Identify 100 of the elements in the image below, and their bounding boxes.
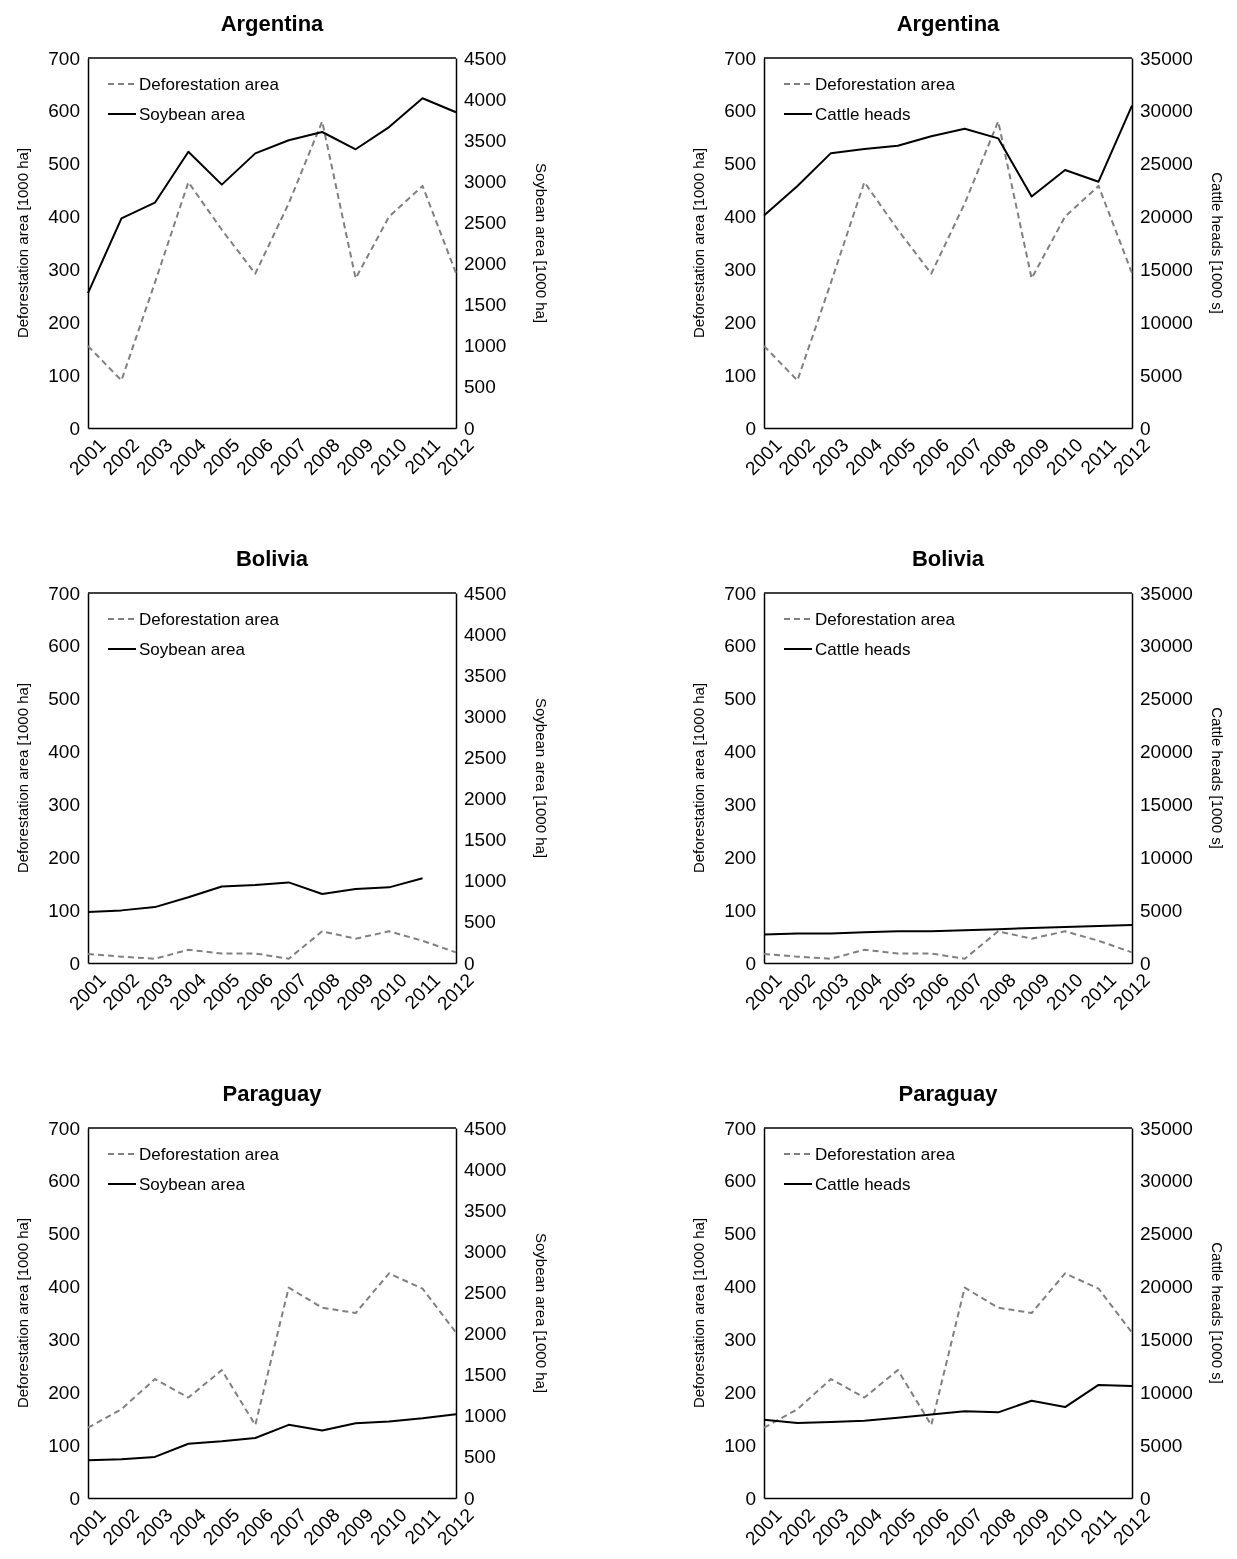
y-tick-label: 300: [724, 794, 756, 816]
y-tick-label: 0: [745, 417, 756, 439]
chart-title: Bolivia: [911, 546, 985, 571]
legend-label: Cattle heads: [815, 639, 911, 659]
y-tick-label: 500: [48, 153, 80, 175]
y-tick-label: 700: [724, 47, 756, 69]
y2-tick-label: 1500: [464, 294, 507, 316]
y-tick-label: 0: [69, 952, 80, 974]
y2-tick-label: 1000: [464, 335, 507, 357]
y-tick-label: 100: [724, 1434, 756, 1456]
y2-tick-label: 3500: [464, 129, 507, 151]
y-tick-label: 100: [48, 899, 80, 921]
y2-tick-label: 1500: [464, 1364, 507, 1386]
y2-tick-label: 30000: [1140, 635, 1193, 657]
line-series: [763, 1272, 1133, 1429]
y2-tick-label: 1500: [464, 829, 507, 851]
y2-tick-label: 10000: [1140, 846, 1193, 868]
legend-label: Deforestation area: [815, 609, 956, 629]
y2-tick-label: 2500: [464, 1282, 507, 1304]
y2-axis-title: Soybean area [1000 ha]: [533, 697, 550, 859]
chart-title: Argentina: [896, 11, 1001, 36]
y2-axis-title: Soybean area [1000 ha]: [533, 162, 550, 324]
y-tick-label: 400: [48, 206, 80, 228]
y-tick-label: 600: [48, 100, 80, 122]
y-tick-label: 300: [724, 1329, 756, 1351]
legend-label: Cattle heads: [815, 104, 911, 124]
y2-tick-label: 5000: [1140, 364, 1183, 386]
y-tick-label: 400: [724, 1276, 756, 1298]
y2-tick-label: 500: [464, 1446, 496, 1468]
legend-label: Deforestation area: [139, 609, 280, 629]
legend-label: Soybean area: [139, 639, 246, 659]
y2-tick-label: 4000: [464, 88, 507, 110]
chart-title: Paraguay: [222, 1081, 323, 1106]
y2-tick-label: 500: [464, 911, 496, 933]
y2-tick-label: 4500: [464, 47, 507, 69]
y-tick-label: 300: [48, 1329, 80, 1351]
y-tick-label: 200: [724, 1381, 756, 1403]
y2-tick-label: 10000: [1140, 1381, 1193, 1403]
y-tick-label: 500: [724, 688, 756, 710]
y-tick-label: 500: [724, 1223, 756, 1245]
y-tick-label: 0: [745, 1487, 756, 1509]
y-tick-label: 700: [724, 1117, 756, 1139]
y2-axis-title: Cattle heads [1000 s]: [1209, 707, 1226, 849]
y-tick-label: 200: [724, 311, 756, 333]
line-series: [763, 930, 1133, 960]
y-tick-label: 300: [48, 794, 80, 816]
y2-tick-label: 4500: [464, 582, 507, 604]
y-tick-label: 500: [48, 1223, 80, 1245]
y-tick-label: 600: [724, 635, 756, 657]
y-tick-label: 600: [48, 635, 80, 657]
y2-tick-label: 3500: [464, 664, 507, 686]
y-tick-label: 100: [724, 899, 756, 921]
legend-label: Deforestation area: [139, 1144, 280, 1164]
y-axis-title: Deforestation area [1000 ha]: [14, 1217, 31, 1409]
y2-tick-label: 25000: [1140, 688, 1193, 710]
y-axis-title: Deforestation area [1000 ha]: [14, 682, 31, 874]
y-tick-label: 600: [724, 100, 756, 122]
y-tick-label: 100: [48, 1434, 80, 1456]
y-tick-label: 700: [48, 47, 80, 69]
chart-title: Argentina: [220, 11, 325, 36]
y2-tick-label: 0: [1140, 1487, 1151, 1509]
y-tick-label: 300: [724, 259, 756, 281]
y-tick-label: 500: [724, 153, 756, 175]
y2-tick-label: 20000: [1140, 1276, 1193, 1298]
chart-title: Bolivia: [235, 546, 309, 571]
y2-tick-label: 35000: [1140, 582, 1193, 604]
y-tick-label: 600: [724, 1170, 756, 1192]
y-tick-label: 700: [48, 582, 80, 604]
y2-tick-label: 1000: [464, 870, 507, 892]
y2-tick-label: 0: [1140, 952, 1151, 974]
y-tick-label: 400: [724, 741, 756, 763]
y2-axis-title: Soybean area [1000 ha]: [533, 1232, 550, 1394]
y2-tick-label: 20000: [1140, 206, 1193, 228]
legend-label: Deforestation area: [815, 1144, 956, 1164]
y-tick-label: 400: [48, 741, 80, 763]
y2-tick-label: 15000: [1140, 794, 1193, 816]
y2-tick-label: 500: [464, 376, 496, 398]
y-tick-label: 0: [69, 417, 80, 439]
legend-label: Deforestation area: [139, 74, 280, 94]
y2-tick-label: 2500: [464, 212, 507, 234]
y-tick-label: 100: [724, 364, 756, 386]
y-tick-label: 200: [724, 846, 756, 868]
y2-axis-title: Cattle heads [1000 s]: [1209, 172, 1226, 314]
line-series: [763, 120, 1133, 382]
y-tick-label: 200: [48, 1381, 80, 1403]
y-axis-title: Deforestation area [1000 ha]: [690, 682, 707, 874]
y-tick-label: 300: [48, 259, 80, 281]
y-tick-label: 700: [724, 582, 756, 604]
y2-tick-label: 0: [464, 952, 475, 974]
y-axis-title: Deforestation area [1000 ha]: [690, 1217, 707, 1409]
y2-tick-label: 25000: [1140, 1223, 1193, 1245]
y2-tick-label: 3000: [464, 1240, 507, 1262]
y2-tick-label: 0: [464, 417, 475, 439]
y2-tick-label: 3000: [464, 170, 507, 192]
y2-tick-label: 20000: [1140, 741, 1193, 763]
legend-label: Deforestation area: [815, 74, 956, 94]
y2-tick-label: 15000: [1140, 1329, 1193, 1351]
y-axis-title: Deforestation area [1000 ha]: [690, 147, 707, 339]
y2-tick-label: 0: [464, 1487, 475, 1509]
y-tick-label: 0: [69, 1487, 80, 1509]
